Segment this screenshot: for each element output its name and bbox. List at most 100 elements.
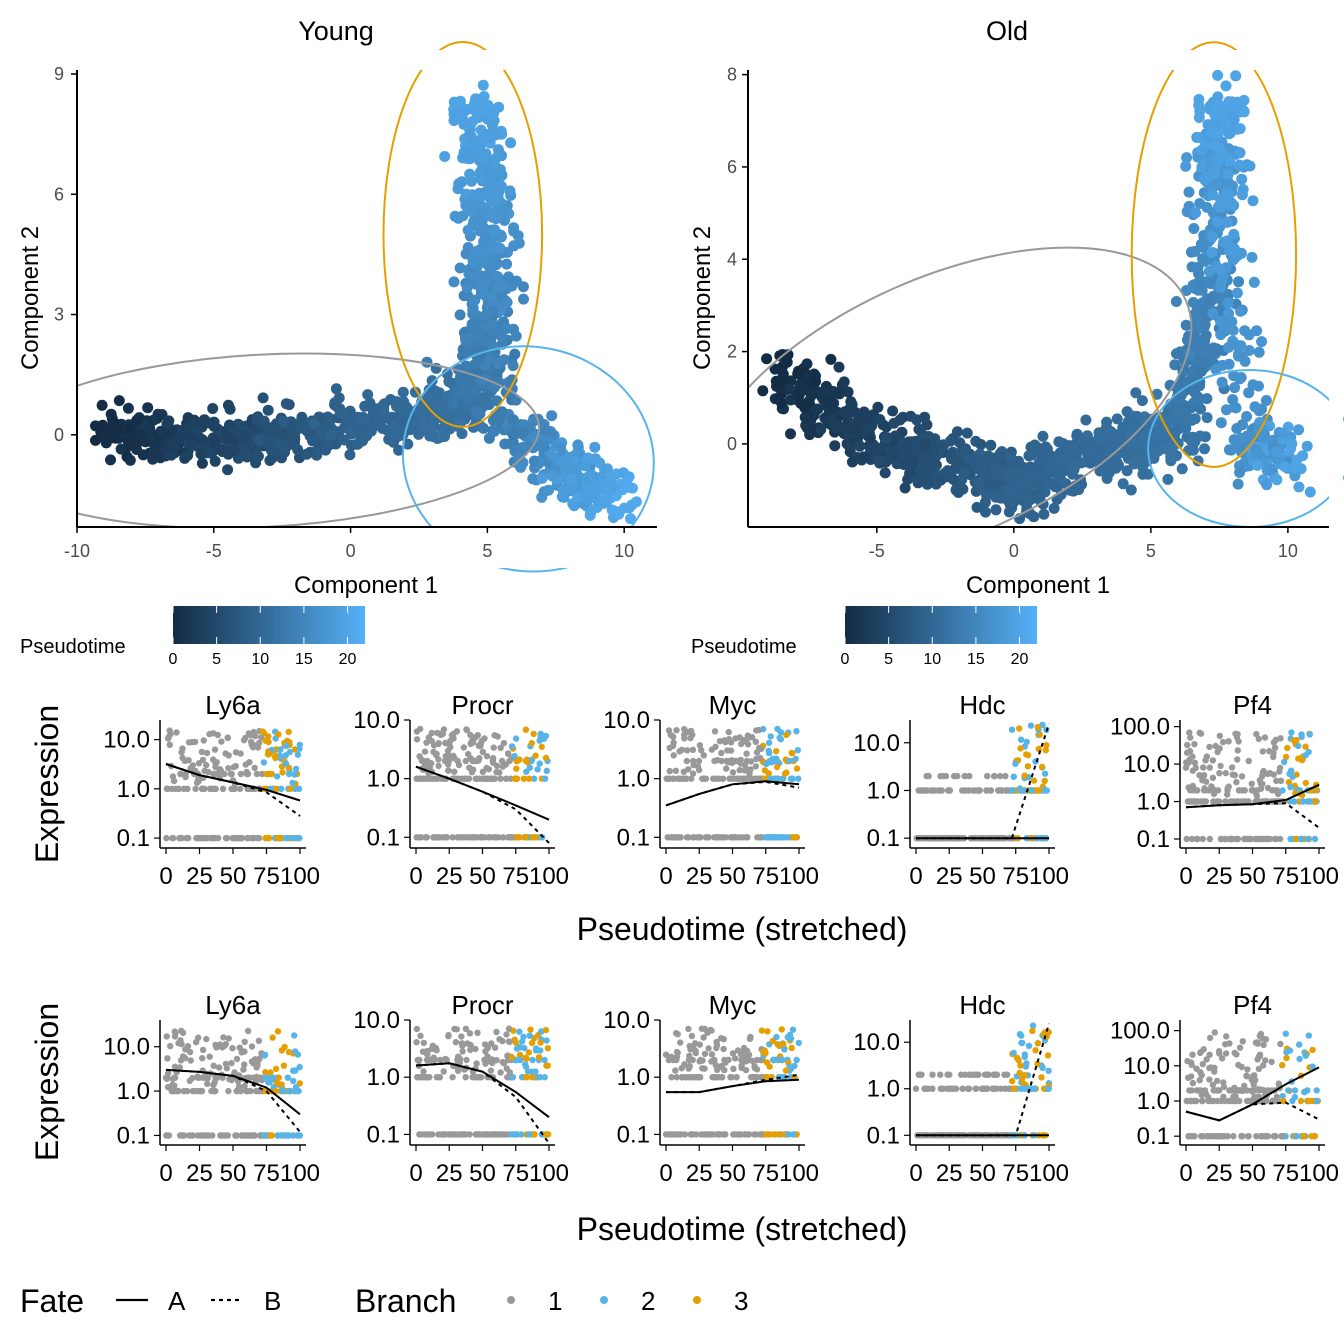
cell-point: [1080, 414, 1092, 426]
cell-point: [345, 425, 357, 437]
expression-point: [171, 1063, 179, 1070]
cell-point: [1207, 349, 1219, 361]
x-tick-label: 25: [436, 1160, 463, 1187]
cell-point: [1239, 325, 1251, 337]
x-tick-label: 50: [220, 863, 247, 890]
cell-point: [1073, 484, 1085, 496]
cell-point: [454, 95, 466, 107]
cell-point: [264, 455, 276, 466]
expression-point: [447, 737, 454, 745]
expression-point: [459, 1131, 466, 1138]
expression-point: [261, 1132, 268, 1139]
expression-point: [212, 1041, 219, 1049]
expression-point: [493, 1028, 500, 1036]
y-tick-label: 0: [54, 425, 64, 445]
cell-point: [946, 453, 957, 465]
cell-point: [777, 368, 789, 380]
expression-point: [248, 1043, 256, 1050]
expression-points: [413, 1025, 552, 1138]
expression-point: [435, 762, 442, 770]
x-tick-label: -10: [64, 541, 90, 561]
cell-point: [601, 463, 613, 475]
expression-point: [164, 1055, 171, 1062]
expression-point: [169, 834, 176, 842]
expression-point: [199, 1046, 207, 1054]
cell-point: [1235, 247, 1247, 259]
expression-point: [711, 757, 718, 765]
cell-point: [1237, 184, 1249, 195]
cell-point: [1301, 440, 1313, 452]
expression-point: [696, 742, 704, 749]
expression-point: [260, 759, 268, 766]
expression-point: [291, 771, 298, 778]
cell-point: [325, 430, 337, 441]
expression-point: [765, 739, 773, 746]
cell-point: [1236, 173, 1248, 185]
cell-point: [1170, 296, 1182, 307]
cell-points: [90, 79, 642, 525]
expression-point: [766, 749, 773, 757]
colorbar-tick-label: 20: [1011, 651, 1029, 668]
cell-point: [846, 398, 858, 410]
y-axis-title: Component 2: [17, 226, 44, 370]
cell-point: [833, 361, 845, 373]
cell-point: [784, 383, 796, 395]
cell-point: [464, 139, 475, 151]
expression-point: [1250, 787, 1257, 794]
x-axis-title: Component 1: [294, 572, 438, 599]
cell-point: [1006, 495, 1018, 507]
cell-point: [898, 451, 910, 463]
expression-point: [473, 1060, 480, 1067]
cell-point: [366, 402, 378, 413]
cell-point: [470, 406, 482, 418]
expression-point: [522, 1054, 529, 1062]
expression-point: [210, 770, 217, 778]
cell-point: [476, 151, 488, 163]
expression-point: [202, 1074, 209, 1081]
expression-point: [917, 787, 924, 794]
cell-point: [1223, 358, 1235, 370]
expression-point: [1234, 835, 1242, 843]
expression-point: [225, 765, 232, 772]
cell-point: [1216, 274, 1228, 286]
cell-point: [506, 374, 518, 386]
expression-point: [291, 1048, 299, 1055]
x-tick-label: 75: [1272, 863, 1299, 890]
cell-point: [1193, 112, 1205, 123]
cell-point: [501, 296, 513, 308]
expression-point: [437, 1131, 444, 1138]
y-tick-label: 1.0: [117, 1078, 150, 1105]
expression-point: [1210, 790, 1218, 797]
expression-point: [528, 740, 535, 747]
expression-point: [289, 779, 296, 787]
expression-point: [225, 1087, 232, 1095]
x-tick-label: 0: [909, 863, 922, 890]
expression-point: [776, 734, 783, 742]
expression-point: [1028, 787, 1035, 794]
expression-point: [228, 1059, 235, 1067]
cell-point: [913, 423, 925, 435]
cell-point: [477, 335, 489, 347]
cell-point: [338, 434, 350, 446]
expression-point: [192, 1039, 200, 1046]
cell-point: [474, 169, 486, 181]
expression-point: [285, 770, 293, 778]
expression-point: [444, 747, 452, 755]
expression-point: [965, 787, 973, 794]
x-tick-label: 25: [1206, 863, 1233, 890]
expression-point: [698, 1025, 706, 1032]
expression-point: [950, 772, 958, 780]
cell-point: [1149, 448, 1161, 460]
expression-point: [1302, 743, 1309, 750]
expression-point: [252, 732, 259, 740]
cell-point: [301, 448, 313, 460]
cell-point: [460, 188, 472, 200]
expression-point: [1214, 748, 1221, 756]
cell-point: [362, 389, 374, 401]
cell-point: [1006, 485, 1018, 497]
colorbar-tick-label: 10: [923, 651, 941, 668]
cell-point: [1046, 466, 1058, 478]
expression-point: [283, 834, 290, 842]
expression-point: [414, 1056, 421, 1064]
